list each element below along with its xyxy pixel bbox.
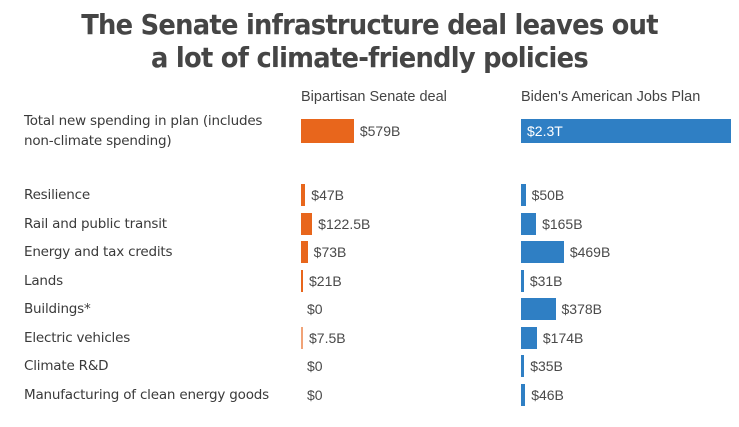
row-label-total: Total new spending in plan (includes non… — [24, 111, 262, 151]
bar-senate-deal — [301, 212, 313, 235]
chart-title-line-2: a lot of climate-friendly policies — [151, 41, 589, 74]
row-label: Climate R&D — [24, 358, 109, 374]
bar-senate-deal — [301, 241, 308, 263]
bar-jobs-plan — [521, 326, 537, 349]
column-header-senate-deal: Bipartisan Senate deal — [301, 89, 447, 105]
bar-jobs-plan — [521, 298, 556, 320]
value-label-jobs-plan: $31B — [529, 272, 563, 289]
total-bar-jobs-plan — [521, 119, 731, 143]
value-label-senate-deal: $47B — [311, 187, 344, 203]
value-label-jobs-plan: $46B — [531, 386, 564, 403]
total-bar-senate-deal — [301, 119, 354, 143]
chart-title-line-1: The Senate infrastructure deal leaves ou… — [81, 8, 658, 41]
value-label-jobs-plan: $469B — [569, 244, 611, 260]
value-label-senate-deal: $7.5B — [309, 329, 346, 346]
bar-jobs-plan — [521, 212, 537, 235]
row-label: Energy and tax credits — [24, 244, 173, 260]
bar-senate-deal — [301, 269, 303, 292]
row-label-total-line-1: Total new spending in plan (includes — [24, 113, 263, 129]
bar-jobs-plan — [521, 241, 564, 263]
value-label-jobs-plan: $378B — [561, 301, 602, 317]
value-label-senate-deal: $0 — [307, 358, 323, 374]
row-label: Electric vehicles — [24, 329, 131, 346]
total-value-label-jobs-plan: $2.3T — [527, 123, 563, 139]
value-label-senate-deal: $122.5B — [318, 215, 371, 232]
value-label-senate-deal: $0 — [307, 386, 323, 403]
row-label-total-line-2: non-climate spending) — [24, 133, 172, 149]
bar-jobs-plan — [521, 184, 526, 206]
value-label-jobs-plan: $165B — [542, 215, 583, 232]
bar-senate-deal — [301, 184, 306, 206]
value-label-senate-deal: $0 — [307, 301, 323, 317]
chart-title: The Senate infrastructure deal leaves ou… — [30, 8, 710, 74]
bar-jobs-plan — [521, 383, 526, 406]
total-value-label-senate-deal: $579B — [359, 123, 401, 139]
value-label-senate-deal: $21B — [309, 272, 342, 289]
value-label-jobs-plan: $50B — [531, 187, 565, 203]
row-label: Lands — [24, 272, 63, 289]
row-label: Manufacturing of clean energy goods — [24, 386, 269, 403]
bar-jobs-plan — [521, 355, 525, 377]
column-header-jobs-plan: Biden's American Jobs Plan — [521, 89, 701, 105]
value-label-jobs-plan: $35B — [530, 358, 563, 374]
bar-jobs-plan — [521, 269, 524, 292]
value-label-jobs-plan: $174B — [542, 329, 584, 346]
row-label: Rail and public transit — [24, 215, 167, 232]
row-label: Resilience — [24, 187, 90, 203]
value-label-senate-deal: $73B — [313, 244, 347, 260]
row-label: Buildings* — [24, 301, 91, 317]
bar-senate-deal — [301, 326, 303, 349]
